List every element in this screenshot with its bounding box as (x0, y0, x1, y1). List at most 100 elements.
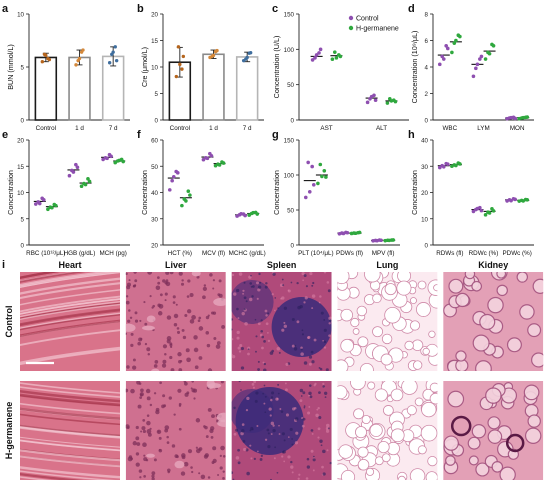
cell-dot (261, 335, 265, 339)
cell-dot (322, 385, 326, 388)
cell-dot (241, 429, 245, 433)
cell-dot (320, 444, 323, 447)
data-point (46, 207, 50, 212)
cell-dot (249, 429, 252, 432)
cell-dot (313, 384, 316, 387)
cell-dot (235, 456, 240, 460)
muscle-fiber (20, 295, 120, 313)
y-tick-label: 15 (151, 38, 158, 45)
nucleus (207, 368, 213, 371)
cell-dot (290, 465, 294, 469)
nucleus (156, 429, 162, 435)
alveolus (384, 306, 401, 324)
alveolus (350, 381, 366, 391)
nucleus (137, 341, 142, 346)
data-point (74, 162, 78, 167)
alveolus (390, 428, 405, 443)
nucleus (217, 474, 220, 477)
nucleus (170, 368, 175, 371)
nucleus (157, 276, 160, 279)
y-tick-label: 0 (21, 243, 25, 250)
tubule (524, 427, 542, 444)
nucleus (151, 477, 155, 480)
data-point (475, 206, 480, 211)
nucleus (170, 345, 173, 349)
nucleus (219, 454, 222, 457)
nucleus (158, 436, 162, 440)
muscle-fiber (20, 476, 52, 480)
cell-dot (271, 293, 274, 296)
alveolus (365, 467, 375, 476)
cell-dot (319, 439, 323, 443)
nucleus (138, 382, 142, 385)
data-point (211, 53, 216, 58)
data-point (521, 199, 526, 203)
nucleus (198, 472, 201, 475)
nucleus (197, 319, 201, 323)
tubule (445, 455, 456, 466)
cell-dot (290, 460, 293, 464)
alveolus (364, 272, 381, 283)
nucleus (180, 471, 186, 476)
alveolus (406, 405, 417, 416)
data-point (107, 61, 112, 65)
data-point (248, 50, 253, 55)
x-tick-label: 7 d (243, 125, 252, 132)
legend-marker-control (348, 15, 354, 21)
cell-dot (308, 355, 313, 359)
x-tick-label: 1 d (75, 125, 84, 132)
nucleus (191, 315, 196, 320)
nucleus (212, 279, 216, 282)
tubule (448, 278, 464, 294)
muscle-fiber (20, 393, 120, 406)
nucleus (176, 330, 181, 334)
data-point (521, 115, 526, 120)
cell-dot (246, 396, 250, 401)
cell-dot (303, 274, 307, 278)
cell-dot (252, 285, 255, 288)
data-point (87, 179, 92, 184)
cell-dot (306, 457, 310, 461)
muscle-fiber (20, 298, 120, 315)
cell-dot (303, 405, 306, 408)
x-tick-label: LYM (477, 125, 489, 132)
nucleus (135, 436, 140, 441)
x-tick-label: PDWs (fl) (336, 250, 363, 257)
nucleus (215, 344, 221, 349)
y-tick-label: 10 (17, 190, 24, 197)
nucleus (175, 303, 178, 306)
data-point (369, 94, 374, 99)
nucleus (157, 281, 161, 285)
alveolus (429, 392, 438, 405)
nucleus (128, 455, 133, 459)
tubule (475, 462, 490, 477)
cell-dot (250, 285, 253, 288)
y-tick-label: 0 (21, 118, 25, 125)
nucleus (125, 388, 129, 393)
cell-dot (301, 329, 304, 332)
alveolus (421, 401, 437, 418)
data-point (475, 62, 480, 67)
cell-dot (285, 413, 289, 417)
cell-dot (264, 395, 267, 398)
cell-dot (263, 362, 267, 366)
cell-dot (253, 457, 257, 460)
tubule (532, 278, 544, 294)
tubule (475, 360, 492, 371)
cell-dot (256, 281, 259, 285)
muscle-fiber (20, 272, 86, 283)
nucleus (130, 332, 134, 336)
panel-letter: c (272, 3, 278, 15)
white-pulp (231, 389, 274, 433)
cell-dot (231, 471, 234, 475)
nucleus (198, 316, 202, 320)
data-point (310, 58, 315, 62)
muscle-fiber (20, 272, 60, 280)
data-point (171, 174, 176, 179)
nucleus (178, 404, 182, 407)
histology-image (337, 272, 438, 371)
cell-dot (308, 362, 312, 366)
nucleus (195, 446, 198, 449)
data-point (174, 74, 179, 79)
